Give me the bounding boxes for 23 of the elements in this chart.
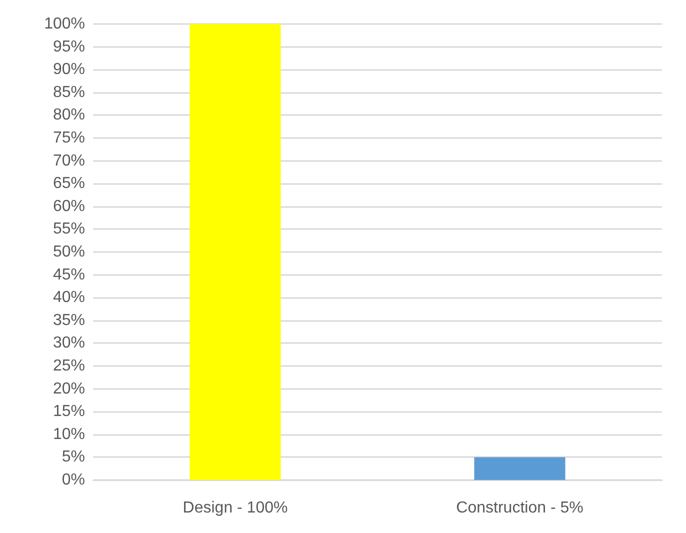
y-tick-label: 15% xyxy=(52,403,85,420)
y-tick-label: 30% xyxy=(52,334,85,352)
y-tick-label: 10% xyxy=(52,426,85,443)
y-tick-label: 100% xyxy=(44,16,85,32)
y-tick-label: 40% xyxy=(52,289,85,306)
y-tick-label: 85% xyxy=(52,84,85,101)
y-tick-label: 20% xyxy=(52,380,85,398)
x-tick-label: Construction - 5% xyxy=(456,500,584,516)
y-tick-label: 75% xyxy=(52,130,85,146)
y-tick-label: 55% xyxy=(52,220,85,238)
y-tick-label: 95% xyxy=(52,38,85,56)
y-tick-label: 65% xyxy=(52,175,85,192)
y-tick-label: 50% xyxy=(52,244,85,260)
y-tick-label: 0% xyxy=(62,472,85,488)
y-tick-label: 5% xyxy=(62,448,85,466)
y-tick-label: 35% xyxy=(52,312,85,329)
y-tick-label: 45% xyxy=(52,266,85,284)
y-tick-label: 25% xyxy=(52,358,85,374)
y-tick-label: 80% xyxy=(52,106,85,124)
y-tick-label: 70% xyxy=(52,152,85,170)
x-tick-label: Design - 100% xyxy=(182,500,288,516)
y-tick-label: 60% xyxy=(52,198,85,215)
y-tick-label: 90% xyxy=(52,61,85,78)
